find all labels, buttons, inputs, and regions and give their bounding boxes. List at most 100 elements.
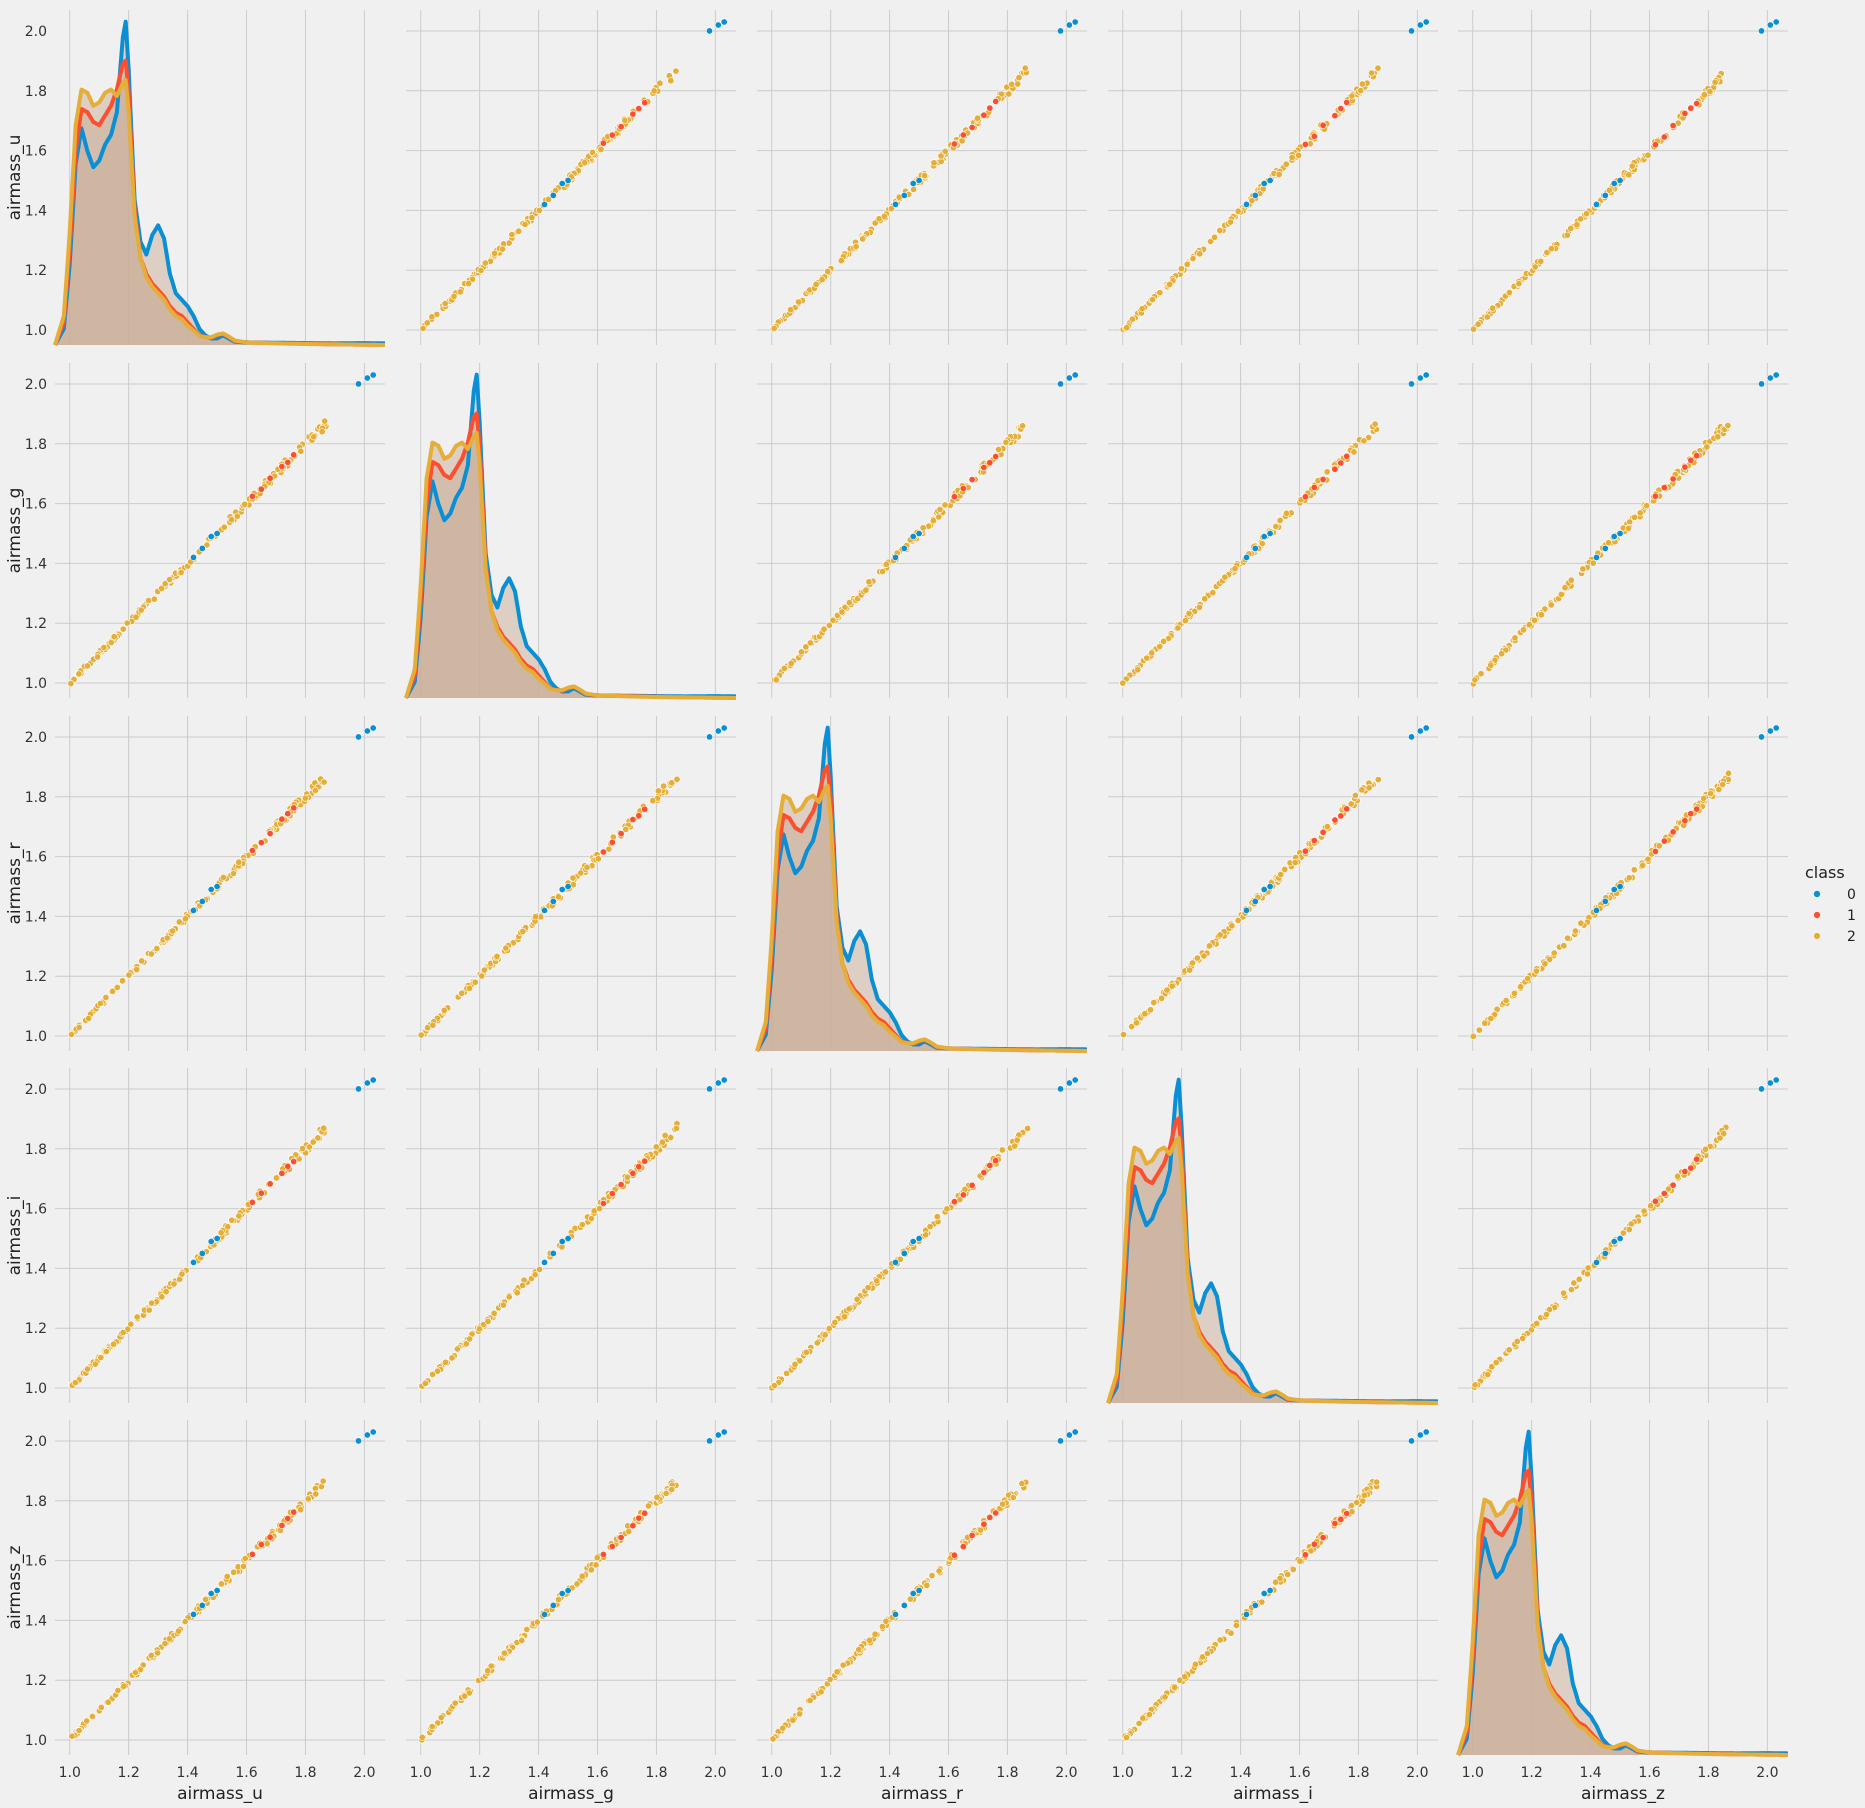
scatter-point-class-2 — [1702, 1145, 1710, 1153]
scatter-point-class-2 — [1211, 233, 1219, 241]
scatter-point-class-0 — [909, 180, 917, 188]
scatter-point-class-2 — [228, 1216, 236, 1224]
scatter-points — [1470, 371, 1780, 688]
scatter-point-class-2 — [882, 1268, 890, 1276]
scatter-point-class-2 — [1013, 1136, 1021, 1144]
x-axis-label: airmass_r — [881, 1784, 963, 1804]
y-tick-label: 1.8 — [25, 84, 47, 100]
scatter-point-class-2 — [1183, 260, 1191, 268]
scatter-point-class-2 — [1277, 870, 1285, 878]
scatter-point-class-1 — [992, 1509, 1000, 1517]
scatter-point-class-0 — [1065, 1431, 1073, 1439]
legend-label-class-1: 1 — [1847, 908, 1856, 924]
scatter-point-class-2 — [1227, 1629, 1235, 1637]
scatter-point-class-2 — [1005, 90, 1013, 98]
x-tick-label: 1.2 — [118, 1765, 140, 1781]
scatter-point-class-0 — [198, 1249, 206, 1257]
scatter-point-class-2 — [493, 952, 501, 960]
y-tick-label: 1.4 — [25, 203, 47, 219]
scatter-point-class-2 — [263, 1540, 271, 1548]
scatter-point-class-1 — [617, 1181, 625, 1189]
scatter-point-class-0 — [1766, 727, 1774, 735]
x-tick-label: 2.0 — [1055, 1765, 1077, 1781]
scatter-point-class-2 — [864, 1284, 872, 1292]
scatter-point-class-2 — [88, 1712, 96, 1720]
scatter-point-class-2 — [668, 779, 676, 787]
y-tick-label: 1.8 — [25, 790, 47, 806]
scatter-point-class-2 — [450, 292, 458, 300]
scatter-point-class-2 — [310, 433, 318, 441]
scatter-point-class-2 — [97, 1354, 105, 1362]
scatter-point-class-1 — [950, 140, 958, 148]
scatter-points — [417, 1076, 728, 1391]
scatter-point-class-2 — [1567, 576, 1575, 584]
scatter-point-class-2 — [661, 1131, 669, 1139]
scatter-point-class-0 — [1071, 1076, 1079, 1084]
kde-line-class-2 — [1456, 1487, 1789, 1757]
scatter-point-class-1 — [1681, 109, 1689, 117]
scatter-point-class-2 — [1519, 626, 1527, 634]
scatter-point-class-2 — [104, 1698, 112, 1706]
scatter-point-class-2 — [153, 944, 161, 952]
scatter-point-class-2 — [1533, 967, 1541, 975]
scatter-point-class-0 — [1266, 529, 1274, 537]
scatter-point-class-2 — [1371, 420, 1379, 428]
scatter-points — [1119, 18, 1430, 334]
scatter-point-class-2 — [1639, 861, 1647, 869]
scatter-point-class-2 — [597, 145, 605, 153]
scatter-point-class-0 — [705, 1437, 713, 1445]
scatter-point-class-1 — [278, 463, 286, 471]
scatter-point-class-0 — [705, 1085, 713, 1093]
scatter-points — [67, 371, 377, 688]
scatter-point-class-2 — [304, 1495, 312, 1503]
scatter-point-class-2 — [228, 516, 236, 524]
scatter-point-class-1 — [1687, 456, 1695, 464]
scatter-point-class-2 — [1129, 315, 1137, 323]
scatter-point-class-2 — [910, 185, 918, 193]
scatter-point-class-2 — [1358, 80, 1366, 88]
scatter-point-class-2 — [796, 1710, 804, 1718]
scatter-point-class-2 — [1024, 1124, 1032, 1132]
panel-airmass_i-vs-airmass_g — [406, 1068, 736, 1403]
scatter-point-class-2 — [314, 1134, 322, 1142]
scatter-point-class-2 — [625, 1528, 633, 1536]
scatter-point-class-0 — [363, 1079, 371, 1087]
scatter-point-class-0 — [1772, 724, 1780, 732]
y-axis-label: airmass_i — [5, 1196, 25, 1276]
scatter-point-class-2 — [181, 1618, 189, 1626]
scatter-point-class-0 — [558, 885, 566, 893]
scatter-point-class-1 — [968, 476, 976, 484]
x-tick-label: 1.4 — [1579, 1765, 1601, 1781]
scatter-point-class-1 — [635, 812, 643, 820]
scatter-point-class-2 — [440, 1006, 448, 1014]
scatter-point-class-2 — [110, 633, 118, 641]
scatter-point-class-2 — [1365, 434, 1373, 442]
scatter-point-class-2 — [230, 1568, 238, 1576]
scatter-point-class-2 — [519, 1281, 527, 1289]
scatter-point-class-2 — [926, 1223, 934, 1231]
scatter-point-class-2 — [484, 1317, 492, 1325]
scatter-point-class-2 — [442, 1358, 450, 1366]
scatter-point-class-0 — [1422, 371, 1430, 379]
scatter-point-class-1 — [1660, 133, 1668, 141]
scatter-point-class-0 — [1601, 1249, 1609, 1257]
scatter-point-class-1 — [1337, 459, 1345, 467]
scatter-point-class-2 — [480, 966, 488, 974]
scatter-point-class-2 — [451, 1699, 459, 1707]
scatter-point-class-2 — [592, 1561, 600, 1569]
scatter-point-class-1 — [266, 1533, 274, 1541]
scatter-point-class-0 — [900, 1249, 908, 1257]
scatter-points — [1119, 371, 1430, 688]
scatter-point-class-0 — [891, 1258, 899, 1266]
scatter-point-class-0 — [1260, 532, 1268, 540]
scatter-point-class-0 — [720, 724, 728, 732]
scatter-point-class-2 — [1487, 661, 1495, 669]
y-tick-label: 1.2 — [25, 616, 47, 632]
scatter-point-class-2 — [119, 625, 127, 633]
scatter-point-class-2 — [1166, 280, 1174, 288]
scatter-point-class-2 — [505, 1293, 513, 1301]
scatter-point-class-2 — [588, 148, 596, 156]
scatter-point-class-2 — [458, 989, 466, 997]
scatter-point-class-2 — [919, 524, 927, 532]
scatter-point-class-2 — [158, 1293, 166, 1301]
